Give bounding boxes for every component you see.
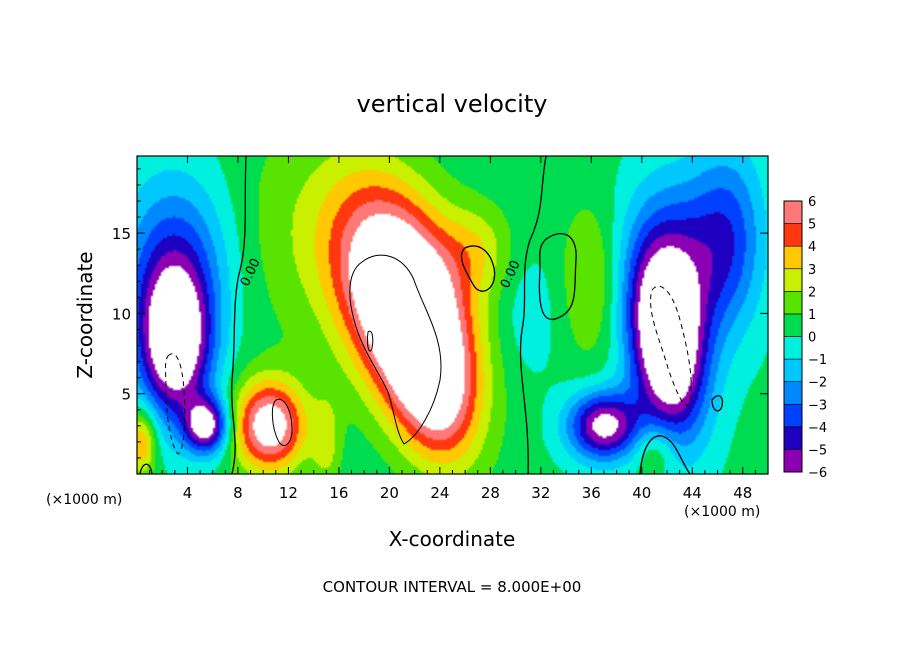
colorbar-tick-label: −6 xyxy=(808,466,827,481)
x-tick-label: 8 xyxy=(233,484,243,502)
contour-zero-far-right xyxy=(711,395,724,412)
x-tick-label: 36 xyxy=(582,484,601,502)
colorbar-tick-label: 4 xyxy=(808,240,816,255)
colorbar-swatch xyxy=(783,245,803,270)
y-axis-label: Z-coordinate xyxy=(73,251,97,378)
heatmap-image xyxy=(137,156,768,474)
contour-lines xyxy=(139,156,724,474)
colorbar-tick-label: 6 xyxy=(808,195,816,210)
x-tick-label: 24 xyxy=(430,484,449,502)
colorbar-tick-label: 5 xyxy=(808,218,816,233)
chart-title: vertical velocity xyxy=(357,90,548,118)
y-axis: 5 10 15 xyxy=(112,168,768,459)
x-tick-label: 48 xyxy=(733,484,752,502)
colorbar-tick-label: −1 xyxy=(808,353,827,368)
contour-zero-left xyxy=(231,156,247,474)
contour-zero-center xyxy=(519,156,547,474)
contour-zero-bottom-right xyxy=(639,435,691,474)
colorbar-tick-label: 1 xyxy=(808,308,816,323)
colorbar-swatch xyxy=(783,291,803,315)
contour-zero-right-blob xyxy=(538,232,577,321)
contour-updraft-core xyxy=(349,254,442,445)
colorbar-swatch xyxy=(783,403,803,428)
heatmap-field xyxy=(137,156,768,474)
contour-zero-bottom-left xyxy=(139,463,153,474)
contour-downdraft-left xyxy=(165,353,186,455)
y-tick-label: 10 xyxy=(112,305,131,323)
colorbar-tick-label: −2 xyxy=(808,376,827,391)
y-tick-label: 5 xyxy=(121,386,131,404)
colorbar-tick-label: −4 xyxy=(808,421,827,436)
x-unit-right: (×1000 m) xyxy=(684,504,760,520)
colorbar-swatch xyxy=(783,358,803,382)
x-tick-label: 32 xyxy=(531,484,550,502)
colorbar-swatch xyxy=(783,313,803,337)
colorbar-frame xyxy=(783,200,803,473)
x-tick-label: 12 xyxy=(279,484,298,502)
colorbar-swatch xyxy=(783,223,803,247)
colorbar-swatch xyxy=(783,336,803,360)
plot-area: 0.00 0.00 xyxy=(136,155,769,475)
x-tick-label: 44 xyxy=(683,484,702,502)
colorbar-swatch xyxy=(783,268,803,292)
y-tick-label: 15 xyxy=(112,225,131,243)
x-tick-label: 4 xyxy=(183,484,193,502)
colorbar-swatch xyxy=(783,381,803,405)
colorbar: 6 5 4 3 2 1 0 −1 −2 −3 −4 −5 −6 xyxy=(783,195,827,481)
x-unit-left: (×1000 m) xyxy=(46,492,122,508)
contour-updraft-small xyxy=(271,398,293,446)
colorbar-tick-label: 2 xyxy=(808,285,816,300)
colorbar-tick-label: 3 xyxy=(808,263,816,278)
colorbar-tick-label: 0 xyxy=(808,331,816,346)
x-axis-label: X-coordinate xyxy=(389,527,516,551)
x-tick-label: 20 xyxy=(380,484,399,502)
contour-updraft-inner xyxy=(367,330,374,352)
colorbar-swatch xyxy=(783,200,803,224)
x-axis: 4 8 12 16 20 24 28 32 36 40 44 48 xyxy=(149,156,756,502)
colorbar-tick-label: −3 xyxy=(808,398,827,413)
colorbar-swatch xyxy=(783,449,803,473)
contour-zero-upper-blob xyxy=(460,245,496,292)
x-tick-label: 16 xyxy=(329,484,348,502)
x-tick-label: 28 xyxy=(481,484,500,502)
colorbar-swatch xyxy=(783,426,803,450)
colorbar-tick-label: −5 xyxy=(808,443,827,458)
contour-interval-footer: CONTOUR INTERVAL = 8.000E+00 xyxy=(323,578,582,596)
x-tick-label: 40 xyxy=(632,484,651,502)
